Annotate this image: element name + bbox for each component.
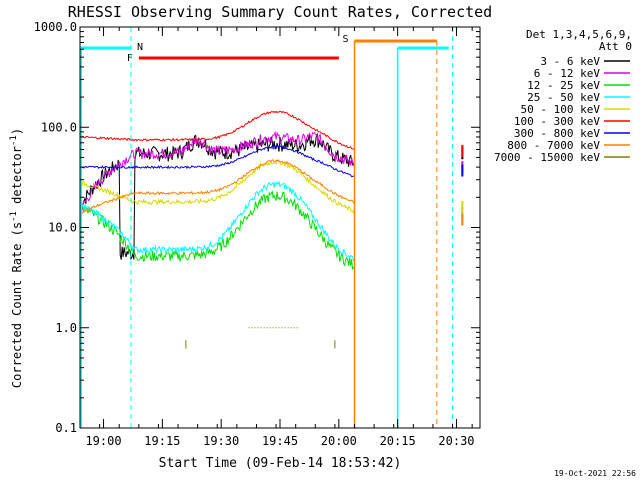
- y-axis-label-sup2: -1: [9, 135, 19, 146]
- flag-s-label: S: [343, 34, 349, 45]
- y-tick-label-4: 1000.0: [34, 20, 77, 34]
- y-tick-label-2: 10.0: [48, 221, 77, 235]
- x-tick-label-5: 20:15: [380, 434, 416, 448]
- legend-label-6: 300 - 800 keV: [514, 127, 600, 140]
- x-tick-label-1: 19:15: [144, 434, 180, 448]
- x-axis-label: Start Time (09-Feb-14 18:53:42): [159, 456, 402, 471]
- chart-title: RHESSI Observing Summary Count Rates, Co…: [68, 3, 492, 21]
- legend-title-line1: Det 1,3,4,5,6,9,: [526, 28, 632, 41]
- legend-label-3: 25 - 50 keV: [527, 91, 600, 104]
- legend-label-7: 800 - 7000 keV: [507, 139, 600, 152]
- series-line-0: [79, 133, 355, 261]
- y-tick-label-0: 0.1: [55, 421, 77, 435]
- series-line-3: [79, 180, 355, 262]
- x-tick-label-4: 20:00: [321, 434, 357, 448]
- footer-date: 19-Oct-2021 22:56: [554, 469, 636, 478]
- legend-title-line2: Att 0: [599, 40, 632, 53]
- series-line-4: [79, 159, 355, 214]
- x-tick-label-2: 19:30: [203, 434, 239, 448]
- y-axis-label: Corrected Count Rate (s-1 detector-1): [9, 128, 24, 388]
- legend-label-2: 12 - 25 keV: [527, 79, 600, 92]
- series-line-7: [79, 159, 355, 214]
- y-axis-label-end: ): [10, 128, 24, 135]
- series-line-6: [79, 145, 355, 178]
- x-tick-label-0: 19:00: [85, 434, 121, 448]
- legend-label-0: 3 - 6 keV: [540, 55, 600, 68]
- flag-n-label: N: [137, 42, 143, 53]
- axis-ticks: 0.1 1.0 10.0 100.0 1000.0 19:00 19:15 19:30 19:4…: [34, 20, 481, 448]
- y-tick-label-1: 1.0: [55, 321, 77, 335]
- legend-label-5: 100 - 300 keV: [514, 115, 600, 128]
- series-line-1: [79, 130, 355, 217]
- legend-label-8: 7000 - 15000 keV: [494, 151, 600, 164]
- x-tick-label-3: 19:45: [262, 434, 298, 448]
- y-tick-label-3: 100.0: [41, 120, 77, 134]
- flag-f-label: F: [127, 53, 133, 64]
- x-tick-label-6: 20:30: [438, 434, 474, 448]
- plot-frame: [79, 26, 481, 429]
- y-axis-label-sup1: -1: [9, 211, 19, 222]
- legend-label-1: 6 - 12 keV: [534, 67, 601, 80]
- plot-area: NF S: [79, 27, 464, 428]
- series-line-5: [80, 110, 355, 150]
- series-line-2: [79, 189, 355, 271]
- legend-label-4: 50 - 100 keV: [521, 103, 601, 116]
- y-axis-label-mid: detector: [10, 146, 24, 211]
